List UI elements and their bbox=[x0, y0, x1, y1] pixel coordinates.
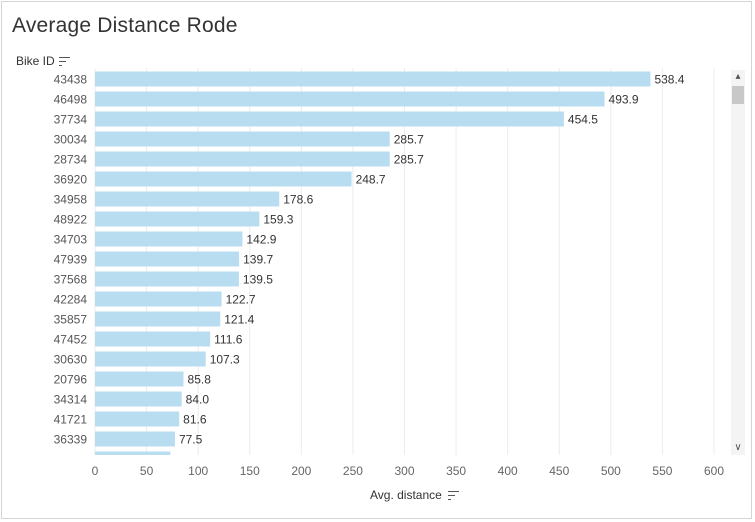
bar[interactable] bbox=[95, 251, 240, 267]
bar[interactable] bbox=[95, 331, 211, 347]
bar[interactable] bbox=[95, 291, 222, 307]
data-label: 178.6 bbox=[283, 193, 313, 207]
data-label: 121.4 bbox=[224, 313, 254, 327]
bar[interactable] bbox=[95, 311, 221, 327]
x-tick-label: 150 bbox=[240, 464, 260, 478]
category-label: 37734 bbox=[54, 113, 88, 127]
x-axis-header: Avg. distance bbox=[370, 488, 459, 502]
category-label: 30034 bbox=[54, 133, 88, 147]
chart-title: Average Distance Rode bbox=[12, 14, 238, 37]
data-label: 493.9 bbox=[609, 93, 639, 107]
data-label: 111.6 bbox=[214, 333, 243, 347]
bar[interactable] bbox=[95, 391, 182, 407]
x-tick-label: 600 bbox=[704, 464, 724, 478]
bar[interactable] bbox=[95, 351, 206, 367]
data-label: 454.5 bbox=[568, 113, 598, 127]
sort-descending-icon[interactable] bbox=[58, 56, 70, 66]
category-label: 43438 bbox=[54, 73, 88, 87]
x-tick-label: 50 bbox=[140, 464, 154, 478]
data-label: 84.0 bbox=[186, 393, 210, 407]
category-label: 34314 bbox=[54, 393, 88, 407]
data-label: 142.9 bbox=[246, 233, 276, 247]
category-label: 35857 bbox=[54, 313, 88, 327]
x-tick-label: 100 bbox=[188, 464, 208, 478]
y-axis-label: Bike ID bbox=[16, 54, 55, 68]
y-axis-header: Bike ID bbox=[16, 54, 70, 68]
data-label: 285.7 bbox=[394, 133, 424, 147]
data-label: 77.5 bbox=[179, 433, 203, 447]
x-tick-label: 300 bbox=[394, 464, 414, 478]
bar[interactable] bbox=[95, 371, 184, 387]
bar[interactable] bbox=[95, 171, 352, 187]
x-tick-label: 400 bbox=[498, 464, 518, 478]
data-label: 107.3 bbox=[210, 353, 240, 367]
x-tick-label: 450 bbox=[549, 464, 569, 478]
bar-partial bbox=[95, 451, 171, 455]
bar[interactable] bbox=[95, 231, 243, 247]
x-tick-label: 200 bbox=[291, 464, 311, 478]
category-label: 42284 bbox=[54, 293, 88, 307]
chevron-down-icon[interactable]: ∨ bbox=[734, 442, 742, 453]
scroll-thumb[interactable] bbox=[732, 86, 744, 104]
category-label: 28734 bbox=[54, 153, 88, 167]
x-axis-label: Avg. distance bbox=[370, 488, 442, 502]
x-tick-label: 500 bbox=[601, 464, 621, 478]
bar[interactable] bbox=[95, 411, 180, 427]
category-label: 34703 bbox=[54, 233, 88, 247]
category-label: 48922 bbox=[54, 213, 88, 227]
data-label: 122.7 bbox=[226, 293, 256, 307]
data-label: 139.7 bbox=[243, 253, 273, 267]
x-tick-label: 0 bbox=[92, 464, 99, 478]
bar[interactable] bbox=[95, 191, 280, 207]
bar[interactable] bbox=[95, 211, 260, 227]
bar[interactable] bbox=[95, 91, 605, 107]
bar[interactable] bbox=[95, 151, 390, 167]
vertical-scrollbar[interactable]: ▴ ∨ bbox=[731, 70, 745, 455]
bar[interactable] bbox=[95, 271, 239, 287]
bar[interactable] bbox=[95, 111, 564, 127]
x-tick-label: 550 bbox=[652, 464, 672, 478]
data-label: 159.3 bbox=[263, 213, 293, 227]
category-label: 37568 bbox=[54, 273, 88, 287]
category-label: 36339 bbox=[54, 433, 88, 447]
bar[interactable] bbox=[95, 431, 175, 447]
sort-descending-icon[interactable] bbox=[447, 490, 459, 500]
x-tick-label: 250 bbox=[343, 464, 363, 478]
data-label: 248.7 bbox=[356, 173, 386, 187]
category-label: 47452 bbox=[54, 333, 88, 347]
chevron-up-icon[interactable]: ▴ bbox=[735, 71, 741, 82]
data-label: 81.6 bbox=[183, 413, 207, 427]
data-label: 85.8 bbox=[188, 373, 212, 387]
bar[interactable] bbox=[95, 131, 390, 147]
category-label: 47939 bbox=[54, 253, 88, 267]
category-label: 41721 bbox=[54, 413, 88, 427]
category-label: 34958 bbox=[54, 193, 88, 207]
data-label: 139.5 bbox=[243, 273, 273, 287]
category-label: 20796 bbox=[54, 373, 88, 387]
x-tick-label: 350 bbox=[446, 464, 466, 478]
category-label: 46498 bbox=[54, 93, 88, 107]
data-label: 285.7 bbox=[394, 153, 424, 167]
bar[interactable] bbox=[95, 71, 651, 87]
data-label: 538.4 bbox=[654, 73, 684, 87]
category-label: 36920 bbox=[54, 173, 88, 187]
category-label: 30630 bbox=[54, 353, 88, 367]
